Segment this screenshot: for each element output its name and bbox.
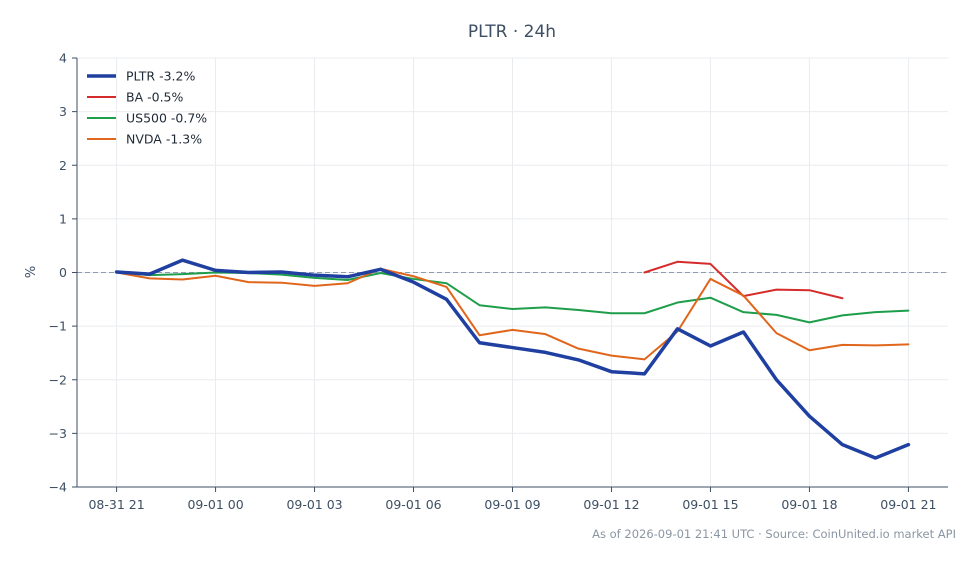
x-tick-label: 09-01 00 [187,497,243,512]
legend-label: PLTR -3.2% [126,69,195,84]
y-tick-label: 2 [59,158,67,173]
series-lines [114,258,911,460]
y-tick-label: 0 [59,265,67,280]
x-tick-label: 09-01 09 [484,497,540,512]
legend-label: US500 -0.7% [126,111,207,126]
y-tick-label: 3 [59,104,67,119]
x-tick-label: 09-01 21 [880,497,936,512]
x-tick-label: 09-01 03 [286,497,342,512]
y-axis-label: % [24,266,39,278]
x-tick-label: 09-01 06 [385,497,441,512]
series-line-3 [115,267,910,361]
x-tick-label: 09-01 15 [682,497,738,512]
legend-label: NVDA -1.3% [126,132,202,147]
legend-label: BA -0.5% [126,90,183,105]
x-tick-label: 09-01 18 [781,497,837,512]
x-tick-label: 09-01 12 [583,497,639,512]
series-line-1 [643,260,844,300]
x-tick-label: 08-31 21 [88,497,144,512]
legend: PLTR -3.2% BA -0.5% US500 -0.7% NVDA -1.3% [87,69,207,147]
y-tick-label: 1 [59,211,67,226]
y-tick-label: −3 [49,426,67,441]
axes: 4 3 2 1 0 −1 −2 −3 −4 08-31 21 09-01 00 09-01 03 09-… [49,51,948,512]
y-tick-label: −2 [49,372,67,387]
y-tick-label: 4 [59,51,67,66]
y-tick-label: −1 [49,319,67,334]
series-line-0 [114,258,911,460]
y-tick-label: −4 [49,480,67,495]
chart-title: PLTR · 24h [468,22,556,42]
footer-source: As of 2026-09-01 21:41 UTC · Source: Coi… [592,527,956,541]
